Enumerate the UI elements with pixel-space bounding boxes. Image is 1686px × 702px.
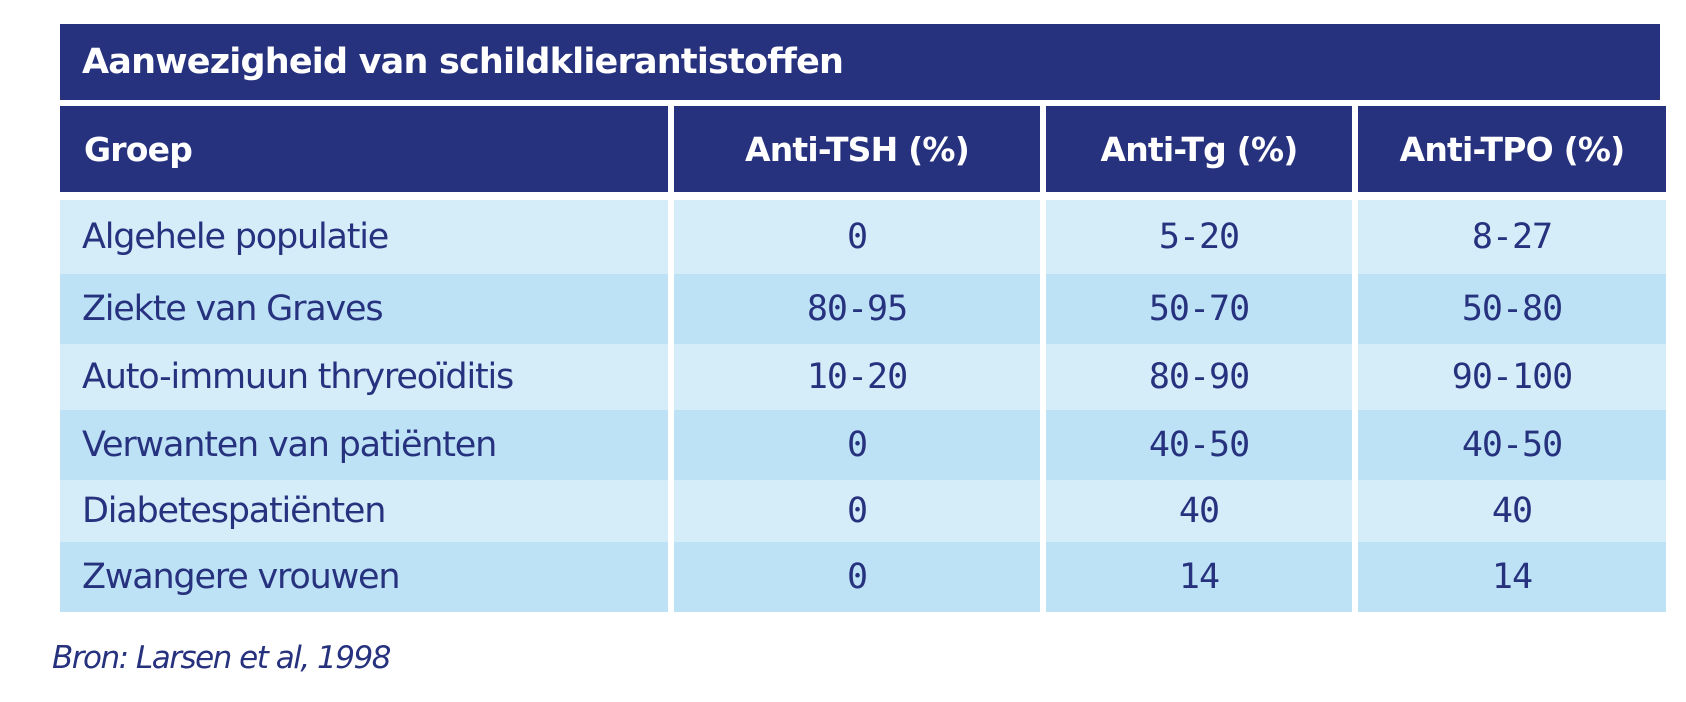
table-cell-anti-tg: 40-50	[1046, 410, 1352, 480]
table-row-label: Algehele populatie	[60, 200, 668, 274]
table-header-row: Groep Anti-TSH (%) Anti-Tg (%) Anti-TPO …	[60, 106, 1666, 192]
table-cell-anti-tsh: 0	[674, 480, 1040, 542]
header-anti-tg: Anti-Tg (%)	[1046, 106, 1352, 192]
table-body: Algehele populatie 0 5-20 8-27 Ziekte va…	[60, 200, 1666, 612]
table-cell-anti-tsh: 0	[674, 200, 1040, 274]
table-cell-anti-tpo: 90-100	[1358, 344, 1666, 410]
table-cell-anti-tpo: 50-80	[1358, 274, 1666, 344]
table-row-label: Auto-immuun thryreoïditis	[60, 344, 668, 410]
table-row-label: Zwangere vrouwen	[60, 542, 668, 612]
table-cell-anti-tg: 5-20	[1046, 200, 1352, 274]
header-group: Groep	[60, 106, 668, 192]
source-citation: Bron: Larsen et al, 1998	[52, 640, 391, 676]
header-anti-tsh: Anti-TSH (%)	[674, 106, 1040, 192]
table-cell-anti-tg: 40	[1046, 480, 1352, 542]
table-title: Aanwezigheid van schildklierantistoffen	[60, 24, 1660, 100]
table-cell-anti-tsh: 0	[674, 542, 1040, 612]
table-cell-anti-tpo: 14	[1358, 542, 1666, 612]
table-cell-anti-tg: 80-90	[1046, 344, 1352, 410]
table-row-label: Verwanten van patiënten	[60, 410, 668, 480]
header-anti-tpo: Anti-TPO (%)	[1358, 106, 1666, 192]
antibody-table: Aanwezigheid van schildklierantistoffen …	[60, 24, 1666, 612]
table-cell-anti-tpo: 40-50	[1358, 410, 1666, 480]
table-cell-anti-tsh: 0	[674, 410, 1040, 480]
table-cell-anti-tsh: 80-95	[674, 274, 1040, 344]
table-cell-anti-tg: 50-70	[1046, 274, 1352, 344]
table-row-label: Ziekte van Graves	[60, 274, 668, 344]
table-cell-anti-tg: 14	[1046, 542, 1352, 612]
table-cell-anti-tsh: 10-20	[674, 344, 1040, 410]
table-row-label: Diabetespatiënten	[60, 480, 668, 542]
table-cell-anti-tpo: 40	[1358, 480, 1666, 542]
table-cell-anti-tpo: 8-27	[1358, 200, 1666, 274]
